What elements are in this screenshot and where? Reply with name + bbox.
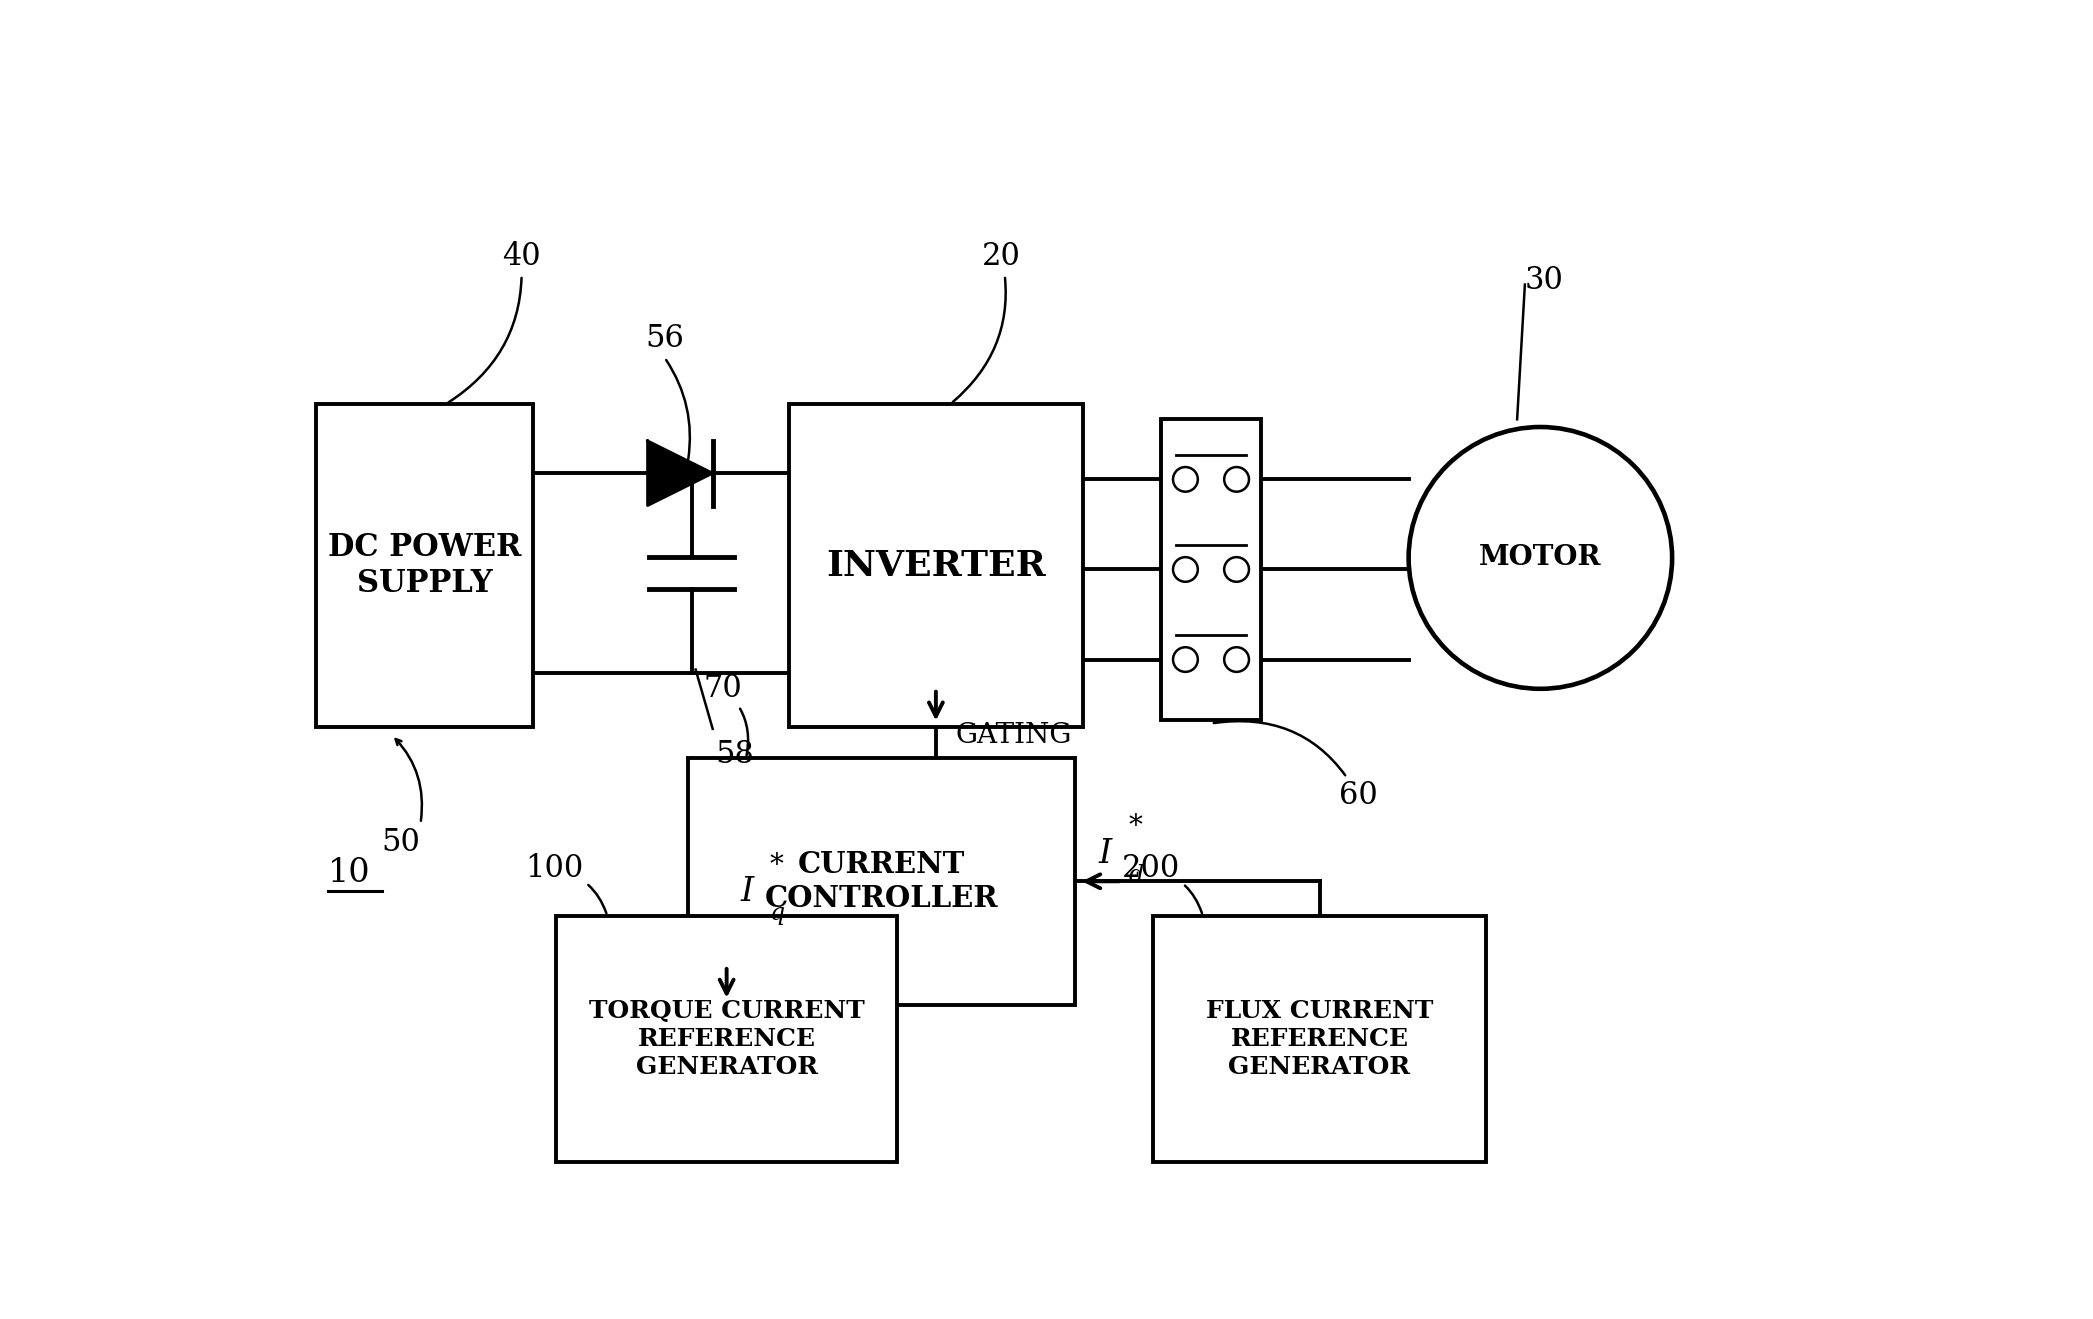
Text: 58: 58 (716, 739, 753, 770)
Bar (557, 915, 898, 1162)
Text: DC POWER
SUPPLY: DC POWER SUPPLY (329, 532, 521, 599)
Text: GATING: GATING (954, 721, 1072, 748)
Bar (1153, 915, 1486, 1162)
Text: q: q (770, 902, 785, 925)
Text: 10: 10 (327, 857, 370, 889)
Text: CURRENT
CONTROLLER: CURRENT CONTROLLER (764, 849, 998, 913)
Text: 200: 200 (1122, 853, 1201, 913)
Bar (689, 758, 1076, 1005)
Text: *: * (1128, 814, 1143, 840)
Text: TORQUE CURRENT
REFERENCE
GENERATOR: TORQUE CURRENT REFERENCE GENERATOR (588, 1000, 864, 1079)
Text: 20: 20 (952, 241, 1021, 402)
Text: 40: 40 (448, 241, 540, 402)
Text: 70: 70 (703, 673, 747, 756)
Text: MOTOR: MOTOR (1480, 545, 1601, 571)
Text: FLUX CURRENT
REFERENCE
GENERATOR: FLUX CURRENT REFERENCE GENERATOR (1206, 1000, 1434, 1079)
Bar (789, 404, 1082, 727)
Text: INVERTER: INVERTER (827, 549, 1046, 583)
Text: I: I (1099, 838, 1111, 869)
Text: I: I (741, 876, 753, 909)
Text: d: d (1128, 864, 1143, 886)
Text: 50: 50 (381, 827, 421, 859)
Text: *: * (770, 852, 785, 878)
Text: 60: 60 (1214, 721, 1377, 811)
Bar (316, 404, 534, 727)
Polygon shape (647, 441, 714, 505)
Text: 56: 56 (645, 323, 684, 353)
Bar (1162, 419, 1262, 720)
Text: 30: 30 (1526, 265, 1563, 297)
Text: 100: 100 (525, 853, 607, 913)
